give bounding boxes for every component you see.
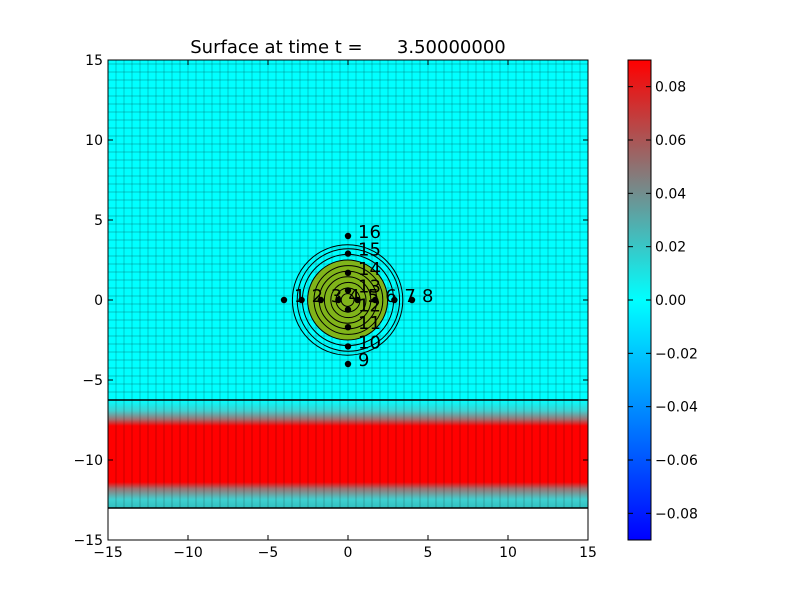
gauge-point-10: [344, 343, 352, 350]
x-tick-label: 5: [424, 545, 433, 561]
gauge-label-15: 15: [358, 240, 381, 261]
y-tick-label: −10: [73, 453, 103, 469]
colorbar-tick-label: −0.02: [655, 346, 698, 362]
gauge-label-12: 12: [358, 296, 381, 317]
gauge-label-7: 7: [404, 286, 415, 307]
gauge-label-8: 8: [422, 286, 433, 307]
colorbar-tick-label: 0.08: [655, 80, 686, 96]
gauge-label-16: 16: [358, 222, 381, 243]
colorbar-axis: −0.08 −0.06 −0.04 −0.02 0.00 0.02 0.04 0.06 0.08: [628, 80, 698, 522]
colorbar-tick-label: 0.04: [655, 186, 686, 202]
contour-line: [313, 265, 384, 335]
y-tick-label: 15: [85, 53, 103, 69]
gauge-point-7: [391, 296, 398, 304]
x-tick-label: 15: [579, 545, 597, 561]
colorbar-tick-label: −0.06: [655, 453, 698, 469]
gauge-point-6: [372, 296, 379, 304]
gauge-point-4: [335, 296, 342, 304]
gauge-point-13: [344, 287, 352, 294]
contour-line: [296, 248, 401, 352]
gauge-point-14: [344, 269, 352, 276]
gauge-label-4: 4: [348, 286, 359, 307]
gauge-point-3: [317, 296, 324, 304]
colorbar-tick-label: 0.00: [655, 293, 686, 309]
gauge-label-14: 14: [358, 259, 381, 280]
gauge-label-13: 13: [358, 276, 381, 297]
x-tick-label: 0: [344, 545, 353, 561]
gauge-point-16: [344, 232, 352, 240]
gauge-label-3: 3: [331, 286, 342, 307]
gauge-point-12: [344, 306, 352, 313]
gauge-point-1: [280, 296, 288, 304]
gauge-label-11: 11: [358, 313, 381, 334]
contour-line: [307, 259, 389, 341]
gauge-point-5: [354, 296, 361, 304]
x-tick-label: −15: [93, 545, 123, 561]
gauge-label-1: 1: [294, 286, 305, 307]
x-tick-label: −5: [258, 545, 279, 561]
gauge-label-10: 10: [358, 332, 381, 353]
y-tick-label: 10: [85, 133, 103, 149]
bump-fill: [308, 260, 388, 340]
chart-title: Surface at time t = 3.50000000: [190, 37, 505, 58]
contour-line: [330, 281, 367, 319]
x-tick-label: −10: [173, 545, 203, 561]
y-tick-label: 5: [94, 213, 103, 229]
x-axis: −15 −10 −5 0 5 10 15: [93, 60, 597, 561]
colorbar-tick-label: −0.08: [655, 506, 698, 522]
colorbar-tick-label: 0.02: [655, 240, 686, 256]
colorbar-tick-label: −0.04: [655, 400, 698, 416]
gauge-label-5: 5: [368, 286, 379, 307]
gauge-point-11: [344, 324, 352, 331]
gauge-point-8: [408, 296, 416, 304]
y-tick-label: −5: [82, 373, 103, 389]
colorbar-tick-label: 0.06: [655, 133, 686, 149]
x-tick-label: 10: [499, 545, 517, 561]
gauge-point-9: [344, 360, 352, 368]
surface-band: [108, 400, 588, 508]
gauge-point-15: [344, 250, 352, 257]
y-tick-label: −15: [73, 533, 103, 549]
gauge-point-2: [298, 296, 305, 304]
y-tick-label: 0: [94, 293, 103, 309]
contour-line: [291, 244, 404, 356]
contour-line: [323, 276, 372, 324]
gauge-label-9: 9: [358, 350, 369, 371]
gauge-label-6: 6: [385, 286, 396, 307]
gauge-label-2: 2: [312, 286, 323, 307]
